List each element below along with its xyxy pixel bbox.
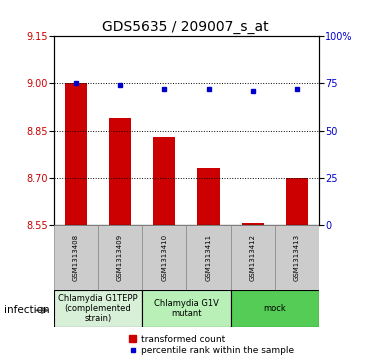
Bar	[54, 225, 98, 290]
Bar	[231, 225, 275, 290]
Text: Chlamydia G1TEPP
(complemented
strain): Chlamydia G1TEPP (complemented strain)	[58, 294, 138, 323]
Bar	[197, 168, 220, 225]
Legend: transformed count, percentile rank within the sample: transformed count, percentile rank withi…	[125, 331, 298, 359]
Text: GSM1313412: GSM1313412	[250, 234, 256, 281]
Bar	[142, 290, 231, 327]
Bar	[98, 225, 142, 290]
Text: GSM1313413: GSM1313413	[294, 234, 300, 281]
Text: infection: infection	[4, 305, 49, 315]
Text: GSM1313409: GSM1313409	[117, 234, 123, 281]
Bar	[186, 225, 231, 290]
Bar	[153, 137, 175, 225]
Bar	[54, 290, 142, 327]
Text: GSM1313408: GSM1313408	[73, 234, 79, 281]
Bar	[231, 290, 319, 327]
Bar	[109, 118, 131, 225]
Text: mock: mock	[263, 304, 286, 313]
Text: GSM1313410: GSM1313410	[161, 234, 167, 281]
Bar	[286, 178, 308, 225]
Text: GDS5635 / 209007_s_at: GDS5635 / 209007_s_at	[102, 20, 269, 34]
Bar	[142, 225, 186, 290]
Bar	[65, 83, 87, 225]
Text: GSM1313411: GSM1313411	[206, 234, 211, 281]
Text: Chlamydia G1V
mutant: Chlamydia G1V mutant	[154, 299, 219, 318]
Bar	[242, 223, 264, 225]
Bar	[275, 225, 319, 290]
